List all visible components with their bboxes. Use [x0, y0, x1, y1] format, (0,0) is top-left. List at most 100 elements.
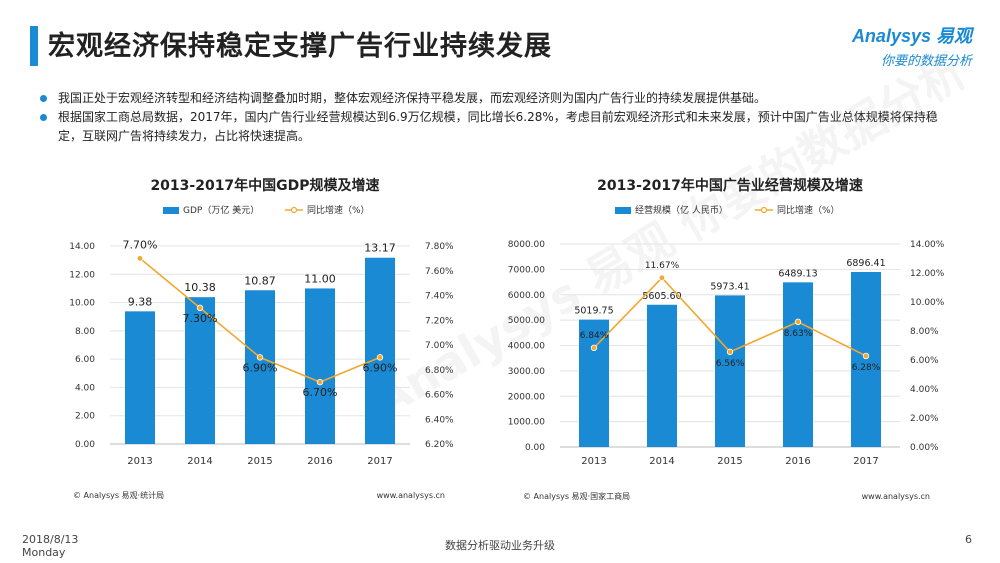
bullet-item: 我国正处于宏观经济转型和经济结构调整叠加时期，整体宏观经济保持平稳发展，而宏观经…: [40, 89, 960, 108]
y-tick-label: 4.00: [75, 383, 95, 393]
y-tick-label: 3000.00: [508, 367, 545, 377]
logo-sub-text: 你要的数据分析: [880, 54, 972, 69]
y-tick-label: 7000.00: [508, 265, 545, 275]
legend-bar-swatch: [615, 207, 631, 214]
legend-bar-label: GDP（万亿 美元）: [183, 204, 259, 216]
line-value-label: 6.90%: [363, 361, 398, 374]
y-tick-label: 0.00: [525, 443, 545, 453]
y2-tick-label: 14.00%: [910, 240, 945, 250]
bullet-text: 我国正处于宏观经济转型和经济结构调整叠加时期，整体宏观经济保持平稳发展，而宏观经…: [58, 91, 767, 105]
y-tick-label: 5000.00: [508, 316, 545, 326]
bullet-dot-icon: [40, 95, 47, 102]
bar-value-label: 13.17: [364, 242, 396, 255]
x-tick-label: 2013: [581, 456, 606, 467]
chart-source: © Analysys 易观·国家工商局: [523, 491, 630, 501]
y2-tick-label: 6.60%: [425, 391, 454, 401]
line-point: [794, 318, 802, 326]
bar: [783, 282, 813, 447]
y-tick-label: 10.00: [69, 299, 95, 309]
y2-tick-label: 7.20%: [425, 316, 454, 326]
bar-value-label: 10.38: [184, 281, 216, 294]
x-tick-label: 2014: [649, 456, 674, 467]
gdp-chart: 2013-2017年中国GDP规模及增速 GDP（万亿 美元） 同比增速（%） 14.…: [55, 168, 475, 508]
x-tick-label: 2014: [187, 456, 212, 467]
y2-tick-label: 6.80%: [425, 366, 454, 376]
line-point: [376, 354, 384, 361]
line-point: [590, 344, 598, 352]
x-tick-label: 2013: [127, 456, 152, 467]
y-tick-label: 2000.00: [508, 392, 545, 402]
line-value-label: 6.56%: [716, 359, 745, 369]
line-value-label: 7.70%: [123, 238, 158, 251]
legend-line-marker: [760, 206, 768, 214]
line-point: [136, 255, 144, 262]
y2-tick-label: 7.80%: [425, 242, 454, 252]
x-tick-label: 2015: [247, 456, 272, 467]
summary-bullets: 我国正处于宏观经济转型和经济结构调整叠加时期，整体宏观经济保持平稳发展，而宏观经…: [40, 89, 960, 146]
legend-line-label: 同比增速（%）: [777, 204, 840, 216]
y-tick-label: 2.00: [75, 412, 95, 422]
bar: [647, 304, 677, 447]
y2-tick-label: 2.00%: [910, 414, 939, 424]
bar: [125, 311, 155, 444]
line-value-label: 11.67%: [645, 261, 680, 271]
page-number: 6: [965, 533, 972, 546]
bar-value-label: 5019.75: [574, 306, 613, 317]
bar: [579, 319, 609, 447]
y2-tick-label: 7.40%: [425, 292, 454, 302]
y2-tick-label: 6.00%: [910, 356, 939, 366]
line-value-label: 8.63%: [784, 329, 813, 339]
page-title: 宏观经济保持稳定支撑广告行业持续发展: [48, 31, 552, 62]
y2-tick-label: 12.00%: [910, 269, 945, 279]
legend-bar-swatch: [163, 207, 179, 214]
chart-url: www.analysys.cn: [377, 491, 445, 500]
chart-title: 2013-2017年中国广告业经营规模及增速: [597, 177, 863, 194]
line-value-label: 6.28%: [852, 363, 881, 373]
y-tick-label: 1000.00: [508, 418, 545, 428]
footer-weekday: Monday: [22, 546, 66, 559]
footer-date-text: 2018/8/13: [22, 533, 79, 546]
x-tick-label: 2016: [785, 456, 810, 467]
bar-value-label: 9.38: [128, 295, 153, 308]
y2-tick-label: 10.00%: [910, 298, 945, 308]
legend-bar-label: 经营规模（亿 人民币）: [635, 204, 728, 216]
line-point: [658, 274, 666, 281]
bullet-item: 根据国家工商总局数据，2017年，国内广告行业经营规模达到6.9万亿规模，同比增…: [40, 108, 960, 146]
chart-source: © Analysys 易观·统计局: [73, 490, 164, 500]
bar-value-label: 6489.13: [778, 268, 817, 279]
x-tick-label: 2015: [717, 456, 742, 467]
footer-slogan: 数据分析驱动业务升级: [445, 539, 555, 552]
y2-tick-label: 6.20%: [425, 440, 454, 450]
x-tick-label: 2017: [853, 456, 878, 467]
footer-date: 2018/8/13 Monday: [22, 533, 78, 559]
bar-value-label: 11.00: [304, 272, 336, 285]
y2-tick-label: 8.00%: [910, 327, 939, 337]
bar: [185, 297, 215, 444]
line-value-label: 6.90%: [243, 361, 278, 374]
bar: [851, 272, 881, 447]
line-point: [256, 354, 264, 361]
y-tick-label: 4000.00: [508, 342, 545, 352]
bullet-text: 根据国家工商总局数据，2017年，国内广告行业经营规模达到6.9万亿规模，同比增…: [58, 110, 938, 143]
y-tick-label: 0.00: [75, 440, 95, 450]
line-point: [726, 348, 734, 356]
line-point: [316, 378, 324, 386]
bar-value-label: 5973.41: [710, 281, 749, 292]
line-value-label: 6.70%: [303, 386, 338, 399]
chart-url: www.analysys.cn: [862, 492, 930, 501]
y-tick-label: 8000.00: [508, 240, 545, 250]
y-tick-label: 8.00: [75, 327, 95, 337]
x-tick-label: 2017: [367, 456, 392, 467]
bullet-dot-icon: [40, 114, 47, 121]
bar-value-label: 10.87: [244, 274, 276, 287]
logo-main-text: Analysys 易观: [851, 26, 972, 46]
bar: [305, 288, 335, 444]
bar: [365, 257, 395, 444]
y-tick-label: 14.00: [69, 242, 95, 252]
line-value-label: 7.30%: [183, 312, 218, 325]
ad-chart: 2013-2017年中国广告业经营规模及增速经营规模（亿 人民币） 同比增速（%）…: [505, 168, 955, 508]
legend-line-marker: [290, 206, 298, 214]
x-tick-label: 2016: [307, 456, 332, 467]
bar-value-label: 5605.60: [642, 291, 681, 302]
